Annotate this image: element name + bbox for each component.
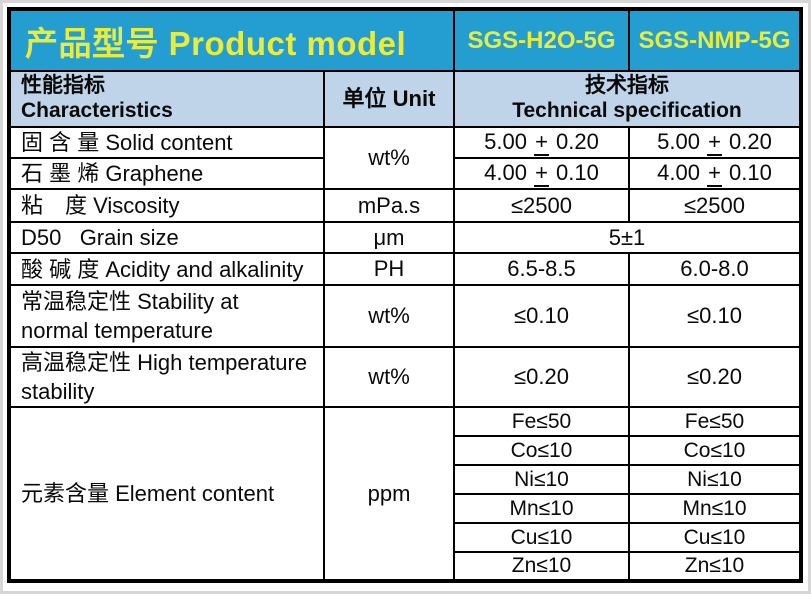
technical-spec-header: 技术指标 Technical specification bbox=[453, 70, 802, 128]
row-element-ni: Ni≤10 Ni≤10 bbox=[9, 464, 802, 496]
characteristics-label-zh: 性能指标 bbox=[21, 74, 105, 98]
viscosity-value-h2o: ≤2500 bbox=[453, 188, 630, 224]
row-graphene: 石 墨 烯 Graphene 4.00 + 0.10 4.00 + 0.10 bbox=[8, 157, 802, 191]
acidity-unit: PH bbox=[323, 252, 455, 287]
viscosity-label: 粘 度 Viscosity bbox=[8, 188, 325, 224]
row-element-zn: Zn≤10 Zn≤10 bbox=[9, 551, 802, 583]
stability-normal-value-h2o: ≤0.10 bbox=[453, 284, 630, 349]
unit-header: 单位 Unit bbox=[323, 70, 455, 128]
characteristics-label-en: Characteristics bbox=[21, 99, 173, 122]
plus-minus-symbol: + bbox=[707, 130, 722, 157]
element-cu-value-h2o: Cu≤10 bbox=[453, 522, 630, 554]
row-element-fe: 元素含量 Element content ppm Fe≤50 Fe≤50 bbox=[8, 406, 802, 583]
element-fe-value-nmp: Fe≤50 bbox=[628, 406, 802, 438]
row-element-mn: Mn≤10 Mn≤10 bbox=[9, 493, 802, 525]
element-cu-value-nmp: Cu≤10 bbox=[628, 522, 802, 554]
graphene-value-h2o: 4.00 + 0.10 bbox=[453, 157, 630, 191]
stability-high-value-h2o: ≤0.20 bbox=[453, 346, 630, 409]
row-solid-content: 固 含 量 Solid content wt% 5.00 + 0.20 5.00… bbox=[8, 125, 802, 191]
solid-content-label: 固 含 量 Solid content bbox=[8, 125, 325, 160]
solid-content-value-nmp: 5.00 + 0.20 bbox=[628, 125, 802, 160]
row-element-co: Co≤10 Co≤10 bbox=[9, 435, 802, 467]
technical-spec-label-en: Technical specification bbox=[512, 99, 742, 122]
row-acidity: 酸 碱 度 Acidity and alkalinity PH 6.5-8.5 … bbox=[8, 252, 802, 287]
row-viscosity: 粘 度 Viscosity mPa.s ≤2500 ≤2500 bbox=[8, 188, 802, 224]
product-spec-table: 产品型号 Product model SGS-H2O-5G SGS-NMP-5G… bbox=[7, 7, 803, 584]
element-ni-value-nmp: Ni≤10 bbox=[628, 464, 802, 496]
viscosity-unit: mPa.s bbox=[323, 188, 455, 224]
stability-high-value-nmp: ≤0.20 bbox=[628, 346, 802, 409]
graphene-label: 石 墨 烯 Graphene bbox=[8, 157, 325, 191]
element-zn-value-h2o: Zn≤10 bbox=[453, 551, 630, 583]
row-stability-normal: 常温稳定性 Stability at normal temperature wt… bbox=[8, 284, 802, 349]
grain-size-unit: μm bbox=[323, 221, 455, 255]
element-content-unit: ppm bbox=[323, 406, 455, 583]
element-mn-value-h2o: Mn≤10 bbox=[453, 493, 630, 525]
row-product-model: 产品型号 Product model SGS-H2O-5G SGS-NMP-5G bbox=[8, 8, 802, 72]
technical-spec-label-zh: 技术指标 bbox=[585, 74, 669, 98]
element-mn-value-nmp: Mn≤10 bbox=[628, 493, 802, 525]
element-content-label: 元素含量 Element content bbox=[8, 406, 325, 583]
row-stability-high: 高温稳定性 High temperature stability wt% ≤0.… bbox=[8, 346, 802, 409]
row-column-headers: 性能指标 Characteristics 单位 Unit 技术指标 Techni… bbox=[8, 70, 802, 128]
model-header-h2o: SGS-H2O-5G bbox=[453, 8, 630, 72]
stability-normal-label: 常温稳定性 Stability at normal temperature bbox=[8, 284, 325, 349]
stability-high-label: 高温稳定性 High temperature stability bbox=[8, 346, 325, 409]
plus-minus-symbol: + bbox=[707, 161, 722, 188]
plus-minus-symbol: + bbox=[534, 130, 549, 157]
acidity-value-nmp: 6.0-8.0 bbox=[628, 252, 802, 287]
solid-content-value-h2o: 5.00 + 0.20 bbox=[453, 125, 630, 160]
element-ni-value-h2o: Ni≤10 bbox=[453, 464, 630, 496]
graphene-value-nmp: 4.00 + 0.10 bbox=[628, 157, 802, 191]
acidity-value-h2o: 6.5-8.5 bbox=[453, 252, 630, 287]
row-element-cu: Cu≤10 Cu≤10 bbox=[9, 522, 802, 554]
element-zn-value-nmp: Zn≤10 bbox=[628, 551, 802, 583]
element-co-value-h2o: Co≤10 bbox=[453, 435, 630, 467]
viscosity-value-nmp: ≤2500 bbox=[628, 188, 802, 224]
stability-normal-unit: wt% bbox=[323, 284, 455, 349]
stability-high-unit: wt% bbox=[323, 346, 455, 409]
stability-normal-value-nmp: ≤0.10 bbox=[628, 284, 802, 349]
element-co-value-nmp: Co≤10 bbox=[628, 435, 802, 467]
characteristics-header: 性能指标 Characteristics bbox=[8, 70, 325, 128]
solid-graphene-unit: wt% bbox=[323, 125, 455, 191]
plus-minus-symbol: + bbox=[534, 161, 549, 188]
element-fe-value-h2o: Fe≤50 bbox=[453, 406, 630, 438]
grain-size-value: 5±1 bbox=[453, 221, 802, 255]
grain-size-label: D50 Grain size bbox=[8, 221, 325, 255]
row-grain-size: D50 Grain size μm 5±1 bbox=[8, 221, 802, 255]
acidity-label: 酸 碱 度 Acidity and alkalinity bbox=[8, 252, 325, 287]
model-header-nmp: SGS-NMP-5G bbox=[628, 8, 802, 72]
product-model-header: 产品型号 Product model bbox=[8, 8, 455, 72]
